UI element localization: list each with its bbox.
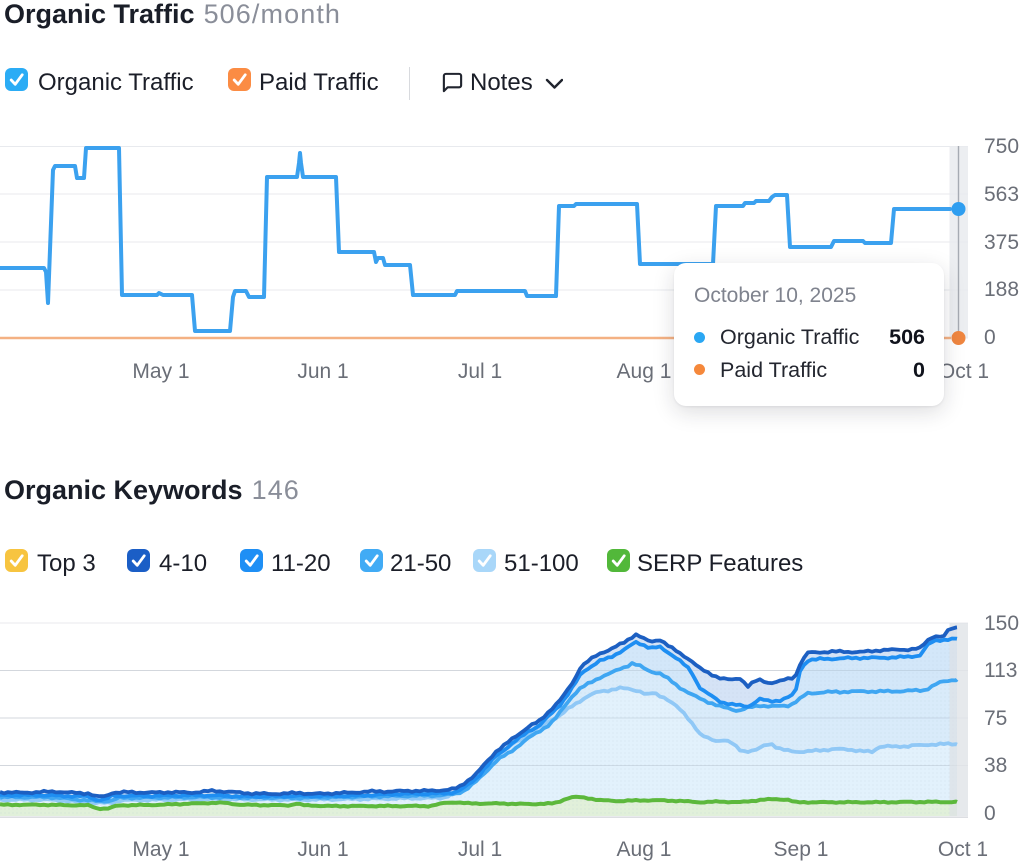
svg-text:0: 0 [984, 802, 996, 825]
svg-text:Jun 1: Jun 1 [297, 360, 348, 383]
svg-text:Sep 1: Sep 1 [774, 838, 829, 861]
svg-text:May 1: May 1 [132, 360, 189, 383]
svg-text:Aug 1: Aug 1 [617, 838, 672, 861]
svg-text:563: 563 [984, 183, 1019, 206]
svg-text:113: 113 [984, 659, 1017, 682]
svg-text:Oct 1: Oct 1 [939, 360, 989, 383]
svg-text:375: 375 [984, 231, 1019, 254]
svg-text:Jul 1: Jul 1 [458, 838, 502, 861]
svg-text:Jul 1: Jul 1 [458, 360, 502, 383]
svg-text:0: 0 [984, 326, 996, 349]
svg-text:750: 750 [984, 135, 1019, 158]
svg-text:Aug 1: Aug 1 [617, 360, 672, 383]
svg-text:Jun 1: Jun 1 [297, 838, 348, 861]
svg-text:150: 150 [984, 612, 1019, 635]
svg-text:188: 188 [984, 278, 1019, 301]
svg-text:75: 75 [984, 707, 1007, 730]
svg-text:May 1: May 1 [132, 838, 189, 861]
svg-text:Oct 1: Oct 1 [938, 838, 988, 861]
svg-text:38: 38 [984, 754, 1007, 777]
